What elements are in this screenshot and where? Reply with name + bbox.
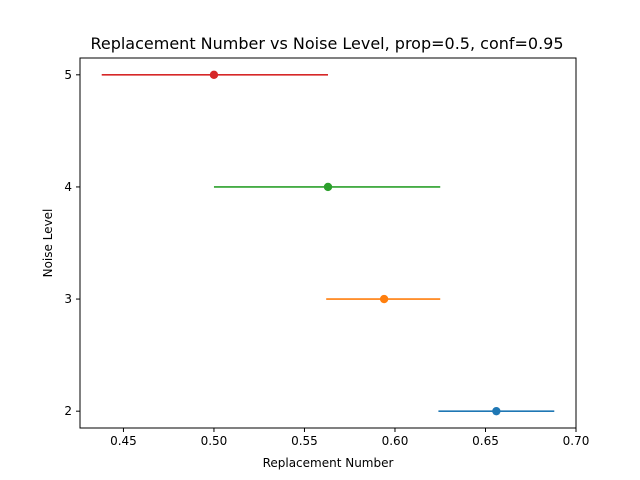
- x-axis: 0.45 0.50 0.55 0.60 0.65 0.70: [110, 428, 589, 448]
- y-tick-label: 4: [64, 180, 72, 194]
- y-axis: 2 3 4 5: [64, 68, 80, 418]
- x-tick-label: 0.50: [201, 434, 228, 448]
- y-axis-label: Noise Level: [41, 209, 55, 278]
- data-point: [323, 182, 333, 192]
- x-tick-label: 0.65: [472, 434, 499, 448]
- data-point: [492, 406, 501, 416]
- data-point: [209, 70, 219, 80]
- y-tick-label: 3: [64, 292, 72, 306]
- x-tick-label: 0.55: [291, 434, 318, 448]
- y-tick-label: 5: [64, 68, 72, 82]
- data-point: [379, 294, 389, 304]
- y-tick-label: 2: [64, 404, 72, 418]
- x-axis-label: Replacement Number: [263, 456, 394, 470]
- x-tick-label: 0.70: [563, 434, 590, 448]
- axes-frame: [79, 57, 577, 429]
- plot-area: [101, 70, 555, 416]
- x-tick-label: 0.60: [382, 434, 409, 448]
- x-tick-label: 0.45: [110, 434, 137, 448]
- chart-title: Replacement Number vs Noise Level, prop=…: [90, 34, 563, 53]
